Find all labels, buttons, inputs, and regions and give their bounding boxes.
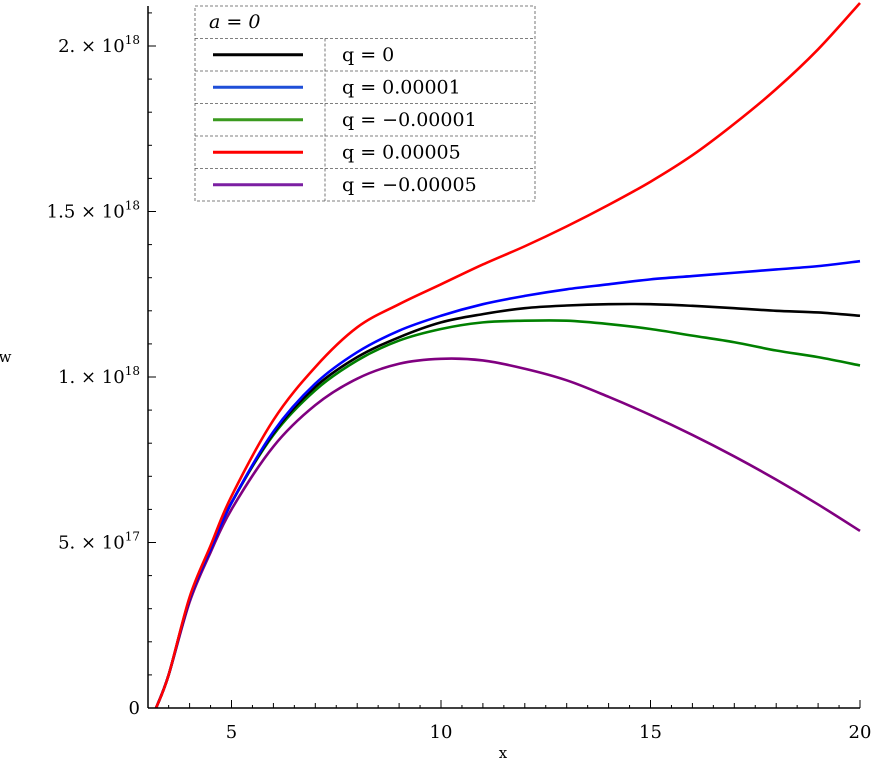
y-tick-label: 1.5 × 1018: [47, 199, 140, 223]
series-line-2: [154, 319, 861, 709]
x-tick-label: 15: [639, 722, 662, 743]
x-axis-label: x: [499, 744, 508, 762]
legend-label-0: q = 0: [342, 44, 394, 66]
y-axis-label: w: [0, 348, 12, 366]
x-tick-label: 5: [226, 722, 237, 743]
legend-label-2: q = −0.00001: [342, 109, 477, 131]
legend-label-1: q = 0.00001: [342, 76, 461, 98]
series-line-3: [154, 2, 861, 709]
y-tick-label: 1. × 1018: [58, 364, 140, 388]
legend: a = 0 q = 0 q = 0.00001 q = −0.00001 q = 0.0…: [194, 5, 536, 202]
y-tick-label: 0: [129, 698, 140, 719]
x-ticks: 5 10 15 20: [168, 700, 872, 743]
legend-label-4: q = −0.00005: [342, 174, 477, 196]
y-ticks: 0 5. × 1017 1. × 1018 1.5 × 1018 2. × 1018: [47, 12, 156, 719]
series-line-4: [154, 357, 861, 709]
x-tick-label: 20: [849, 722, 872, 743]
series-line-1: [154, 259, 861, 709]
y-tick-label: 2. × 1018: [58, 33, 140, 57]
legend-label-3: q = 0.00005: [342, 141, 461, 163]
legend-title: a = 0: [209, 11, 260, 33]
x-tick-label: 10: [430, 722, 453, 743]
y-tick-label: 5. × 1017: [58, 530, 140, 554]
plot-lines: [154, 2, 861, 709]
